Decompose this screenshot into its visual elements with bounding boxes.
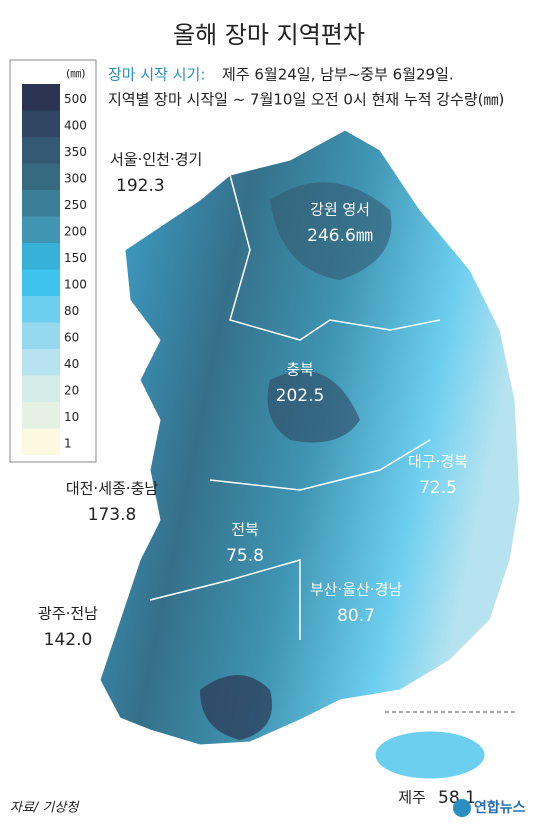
legend-label: 400 <box>64 118 87 132</box>
subtitle-line2: 지역별 장마 시작일 ~ 7월10일 오전 0시 현재 누적 강수량(㎜) <box>108 91 504 109</box>
region-value: 173.8 <box>88 505 137 525</box>
region-value: 72.5 <box>419 478 457 498</box>
legend-label: 1 <box>64 436 72 450</box>
legend-label: 20 <box>64 383 79 397</box>
region-shade <box>200 675 272 740</box>
region-name: 부산·울산·경남 <box>310 581 403 599</box>
region-value: 75.8 <box>226 546 264 566</box>
legend-swatch <box>22 322 60 349</box>
region-name: 제주 <box>398 789 426 807</box>
region-name: 충북 <box>286 361 314 379</box>
legend-label: 60 <box>64 330 79 344</box>
title: 올해 장마 지역편차 <box>173 21 365 49</box>
legend-swatch <box>22 402 60 429</box>
region-shade <box>270 182 392 280</box>
legend-label: 100 <box>64 277 87 291</box>
region-shade <box>267 371 360 443</box>
legend-label: 40 <box>64 357 79 371</box>
legend-swatch <box>22 84 60 111</box>
legend: (㎜) 500 400 350 300 250 200 150 100 80 60 40 20 10 1 <box>22 67 87 455</box>
region-value: 80.7 <box>337 606 375 626</box>
legend-label: 350 <box>64 145 87 159</box>
legend-swatch <box>22 110 60 137</box>
region-name: 전북 <box>231 521 259 539</box>
legend-swatch <box>22 216 60 243</box>
subtitle-label: 장마 시작 시기: <box>108 66 205 84</box>
legend-swatch <box>22 269 60 296</box>
legend-swatch <box>22 243 60 270</box>
legend-swatch <box>22 190 60 217</box>
region-name: 대구·경북 <box>408 453 468 471</box>
legend-label: 250 <box>64 198 87 212</box>
region-name: 광주·전남 <box>38 605 98 623</box>
borders <box>149 174 441 640</box>
legend-unit: (㎜) <box>66 67 86 80</box>
legend-swatch <box>22 428 60 455</box>
region-labels: 서울·인천·경기 192.3 강원 영서 246.6㎜ 충북 202.5 대구·경북 72.5… <box>38 151 476 809</box>
source: 자료/ 기상청 <box>10 801 80 816</box>
region-value: 142.0 <box>44 630 93 650</box>
region-name: 대전·세종·충남 <box>66 480 159 498</box>
region-value: 192.3 <box>116 176 165 196</box>
map <box>99 129 521 780</box>
legend-label: 80 <box>64 304 79 318</box>
legend-label: 10 <box>64 410 79 424</box>
region-value: 202.5 <box>276 386 325 406</box>
logo-icon <box>453 799 471 817</box>
region-value: 246.6㎜ <box>307 226 373 246</box>
legend-swatch <box>22 375 60 402</box>
legend-label: 300 <box>64 171 87 185</box>
legend-swatch <box>22 296 60 323</box>
legend-label: 150 <box>64 251 87 265</box>
legend-swatch <box>22 349 60 376</box>
logo: 연합뉴스 <box>474 799 526 816</box>
legend-label: 500 <box>64 92 87 106</box>
jeju <box>374 730 486 780</box>
region-name: 서울·인천·경기 <box>110 151 202 169</box>
legend-swatch <box>22 137 60 164</box>
region-name: 강원 영서 <box>310 201 370 219</box>
legend-swatch <box>22 163 60 190</box>
legend-label: 200 <box>64 224 87 238</box>
subtitle-text: 제주 6월24일, 남부~중부 6월29일. <box>222 66 454 84</box>
